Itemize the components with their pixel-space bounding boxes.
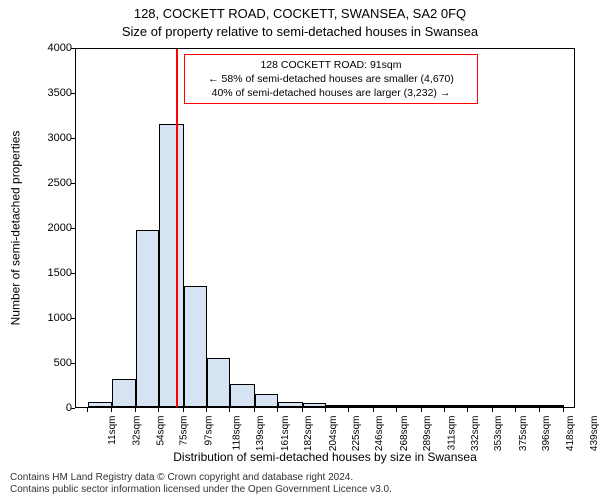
footer-line2: Contains public sector information licen… [10,484,392,496]
x-tick-label: 32sqm [131,416,142,446]
x-tick-mark [206,408,207,412]
histogram-bar [278,402,302,407]
x-tick-label: 97sqm [203,416,214,446]
x-tick-label: 54sqm [156,416,167,446]
x-axis-label: Distribution of semi-detached houses by … [75,450,575,464]
histogram-bar [326,405,349,407]
y-tick-label: 1500 [32,267,72,279]
y-tick-mark [71,318,75,319]
histogram-bar [230,384,254,407]
x-tick-label: 332sqm [470,416,481,452]
chart-title-line1: 128, COCKETT ROAD, COCKETT, SWANSEA, SA2… [0,6,600,21]
x-tick-mark [325,408,326,412]
x-tick-mark [396,408,397,412]
annotation-box: 128 COCKETT ROAD: 91sqm← 58% of semi-det… [184,54,478,105]
x-tick-mark [515,408,516,412]
y-tick-mark [71,48,75,49]
x-tick-label: 139sqm [256,416,267,452]
x-tick-mark [183,408,184,412]
annotation-line: ← 58% of semi-detached houses are smalle… [191,72,471,86]
x-tick-mark [254,408,255,412]
plot-area: 128 COCKETT ROAD: 91sqm← 58% of semi-det… [75,48,575,408]
x-tick-mark [158,408,159,412]
y-tick-label: 0 [32,402,72,414]
y-tick-label: 3500 [32,87,72,99]
x-tick-mark [539,408,540,412]
x-tick-label: 182sqm [303,416,314,452]
histogram-bar [303,403,326,407]
x-tick-mark [229,408,230,412]
x-tick-label: 396sqm [541,416,552,452]
reference-vline [176,49,178,407]
x-tick-label: 289sqm [422,416,433,452]
y-tick-label: 4000 [32,42,72,54]
x-tick-label: 204sqm [328,416,339,452]
y-tick-mark [71,138,75,139]
y-tick-mark [71,228,75,229]
x-tick-mark [373,408,374,412]
histogram-chart: 128, COCKETT ROAD, COCKETT, SWANSEA, SA2… [0,0,600,500]
y-tick-label: 500 [32,357,72,369]
x-tick-label: 246sqm [374,416,385,452]
x-tick-mark [87,408,88,412]
histogram-bar [207,358,230,407]
chart-title-line2: Size of property relative to semi-detach… [0,24,600,39]
x-tick-label: 375sqm [518,416,529,452]
histogram-bar [88,402,111,407]
footer-attribution: Contains HM Land Registry data © Crown c… [10,472,392,496]
x-tick-label: 311sqm [446,416,457,451]
histogram-bar [540,405,563,407]
x-tick-mark [302,408,303,412]
x-tick-label: 161sqm [280,416,291,452]
x-tick-mark [348,408,349,412]
histogram-bar [159,124,183,408]
histogram-bar [493,405,516,407]
x-tick-mark [277,408,278,412]
x-tick-label: 418sqm [566,416,577,452]
y-tick-mark [71,93,75,94]
annotation-line: 40% of semi-detached houses are larger (… [191,86,471,100]
y-tick-mark [71,363,75,364]
histogram-bar [112,379,136,407]
y-axis-label: Number of semi-detached properties [6,48,24,408]
histogram-bar [445,405,468,407]
y-tick-mark [71,408,75,409]
x-tick-mark [111,408,112,412]
histogram-bar [468,405,492,407]
histogram-bar [255,394,278,408]
x-tick-label: 75sqm [179,416,190,446]
x-tick-mark [492,408,493,412]
histogram-bar [374,405,397,407]
y-tick-mark [71,273,75,274]
y-tick-label: 2500 [32,177,72,189]
footer-line1: Contains HM Land Registry data © Crown c… [10,472,392,484]
histogram-bar [397,405,421,407]
x-tick-mark [444,408,445,412]
histogram-bar [349,405,373,407]
x-tick-label: 225sqm [351,416,362,452]
x-tick-mark [421,408,422,412]
x-tick-mark [467,408,468,412]
histogram-bar [136,230,159,407]
y-tick-mark [71,183,75,184]
x-tick-label: 439sqm [589,416,600,452]
x-tick-mark [563,408,564,412]
x-tick-label: 268sqm [399,416,410,452]
histogram-bar [516,405,540,407]
y-tick-label: 2000 [32,222,72,234]
y-tick-label: 3000 [32,132,72,144]
x-tick-mark [135,408,136,412]
annotation-line: 128 COCKETT ROAD: 91sqm [191,58,471,72]
y-tick-label: 1000 [32,312,72,324]
x-tick-label: 11sqm [107,416,118,445]
histogram-bar [184,286,207,408]
histogram-bar [422,405,445,407]
x-tick-label: 118sqm [231,416,242,451]
x-tick-label: 353sqm [493,416,504,452]
